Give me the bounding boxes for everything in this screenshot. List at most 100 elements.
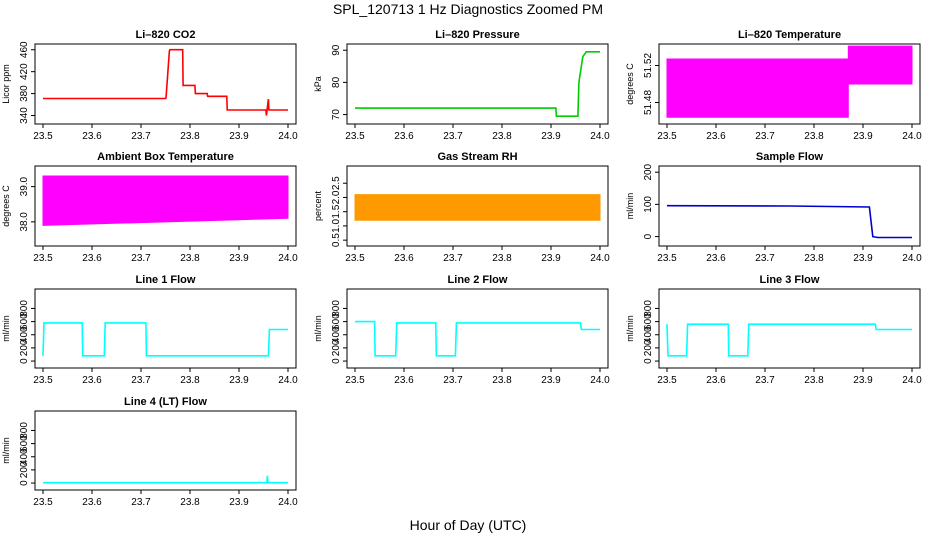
x-tick-label: 23.5	[345, 131, 365, 142]
x-tick-label: 24.0	[590, 375, 610, 386]
plot-frame	[658, 288, 921, 369]
panel-3: Li–820 Temperature degrees C 23.5 23.6 23.7 2…	[625, 29, 922, 142]
panel-title: Line 2 Flow	[448, 274, 508, 286]
series-line	[666, 204, 912, 239]
x-tick-label: 23.9	[541, 375, 561, 386]
x-tick-label: 23.9	[541, 253, 561, 264]
x-tick-label: 23.9	[853, 131, 873, 142]
x-tick-label: 23.6	[82, 253, 102, 264]
series-band-1	[666, 58, 849, 118]
panel-title: Line 3 Flow	[760, 274, 820, 286]
x-tick-label: 23.7	[443, 375, 463, 386]
series-line	[43, 48, 288, 116]
panel-title: Ambient Box Temperature	[97, 151, 234, 163]
plot-frame	[346, 288, 609, 369]
panel-9: Line 3 Flow ml/min 23.5 23.6 23.7 23.8 23.9 24.…	[625, 274, 922, 386]
y-tick-label: 38.0	[19, 212, 30, 232]
x-tick-label: 23.6	[706, 375, 726, 386]
x-tick-label: 23.8	[804, 253, 824, 264]
y-tick-label: 70	[331, 109, 342, 121]
x-tick-label: 23.9	[853, 253, 873, 264]
panel-title: Li–820 CO2	[136, 29, 196, 41]
x-tick-label: 23.5	[33, 375, 53, 386]
panel-title: Li–820 Temperature	[738, 29, 841, 41]
panel-4: Ambient Box Temperature degrees C 23.5 23.6…	[1, 151, 298, 264]
y-tick-label: 600	[331, 313, 342, 330]
plot-frame	[34, 410, 297, 491]
plot-frame	[658, 165, 921, 247]
y-tick-label: 80	[331, 76, 342, 88]
y-tick-label: 51.48	[643, 90, 654, 115]
panel-title: Li–820 Pressure	[435, 29, 519, 41]
y-tick-label: 0.5	[331, 233, 342, 247]
y-tick-label: 340	[19, 107, 30, 124]
y-tick-label: 460	[19, 41, 30, 58]
x-tick-label: 23.6	[706, 131, 726, 142]
x-tick-label: 23.7	[755, 253, 775, 264]
y-tick-label: 400	[643, 326, 654, 343]
y-axis-label: percent	[313, 190, 323, 221]
y-tick-label: 2.5	[331, 176, 342, 190]
y-tick-label: 0	[331, 358, 342, 364]
x-tick-label: 23.7	[443, 253, 463, 264]
x-tick-label: 23.9	[229, 131, 249, 142]
y-tick-label: 2.0	[331, 190, 342, 204]
y-tick-label: 200	[643, 339, 654, 356]
series-line-overlay	[43, 475, 288, 484]
series-line-overlay	[355, 321, 600, 357]
y-tick-label: 200	[643, 163, 654, 180]
x-tick-label: 23.6	[82, 375, 102, 386]
panel-title: Line 1 Flow	[136, 274, 196, 286]
x-tick-label: 23.7	[131, 497, 151, 508]
x-tick-label: 24.0	[278, 131, 298, 142]
series-line-overlay	[666, 323, 912, 357]
y-tick-label: 800	[19, 422, 30, 439]
panel-title: Gas Stream RH	[437, 151, 517, 163]
y-tick-label: 51.52	[643, 53, 654, 78]
x-axis-label: Hour of Day (UTC)	[409, 517, 527, 533]
y-tick-label: 1.5	[331, 204, 342, 218]
series-line	[43, 475, 288, 484]
y-tick-label: 0	[643, 358, 654, 364]
series-line	[666, 323, 912, 357]
x-tick-label: 23.7	[131, 253, 151, 264]
x-tick-label: 23.7	[131, 375, 151, 386]
x-tick-label: 23.7	[755, 375, 775, 386]
x-tick-label: 23.8	[804, 131, 824, 142]
y-axis-label: ml/min	[1, 437, 11, 464]
x-tick-label: 23.9	[229, 375, 249, 386]
series-band-2	[847, 45, 913, 85]
series-line	[355, 50, 600, 117]
y-axis-label: Licor ppm	[1, 64, 11, 104]
x-tick-label: 23.5	[33, 497, 53, 508]
series-band-1	[42, 175, 289, 226]
plot-frame	[34, 43, 297, 125]
x-tick-label: 23.8	[180, 375, 200, 386]
x-tick-label: 23.8	[180, 131, 200, 142]
x-tick-label: 23.6	[394, 375, 414, 386]
series-line	[355, 320, 600, 357]
x-tick-label: 23.6	[82, 131, 102, 142]
x-tick-label: 23.8	[180, 253, 200, 264]
y-tick-label: 0	[19, 480, 30, 486]
y-tick-label: 200	[331, 339, 342, 356]
x-tick-label: 23.5	[657, 253, 677, 264]
x-tick-label: 23.5	[33, 131, 53, 142]
y-tick-label: 800	[19, 300, 30, 317]
y-axis-label: ml/min	[625, 193, 635, 220]
plot-frame	[34, 165, 297, 247]
y-tick-label: 600	[19, 435, 30, 452]
x-tick-label: 24.0	[902, 131, 922, 142]
x-tick-label: 24.0	[590, 131, 610, 142]
x-tick-label: 23.7	[443, 131, 463, 142]
x-tick-label: 23.6	[394, 253, 414, 264]
x-tick-label: 23.8	[180, 497, 200, 508]
x-tick-label: 23.6	[82, 497, 102, 508]
x-tick-label: 23.9	[229, 497, 249, 508]
x-tick-label: 23.5	[657, 375, 677, 386]
x-tick-label: 24.0	[902, 253, 922, 264]
x-tick-label: 23.7	[755, 131, 775, 142]
x-tick-label: 23.8	[804, 375, 824, 386]
y-axis-label: ml/min	[1, 315, 11, 342]
